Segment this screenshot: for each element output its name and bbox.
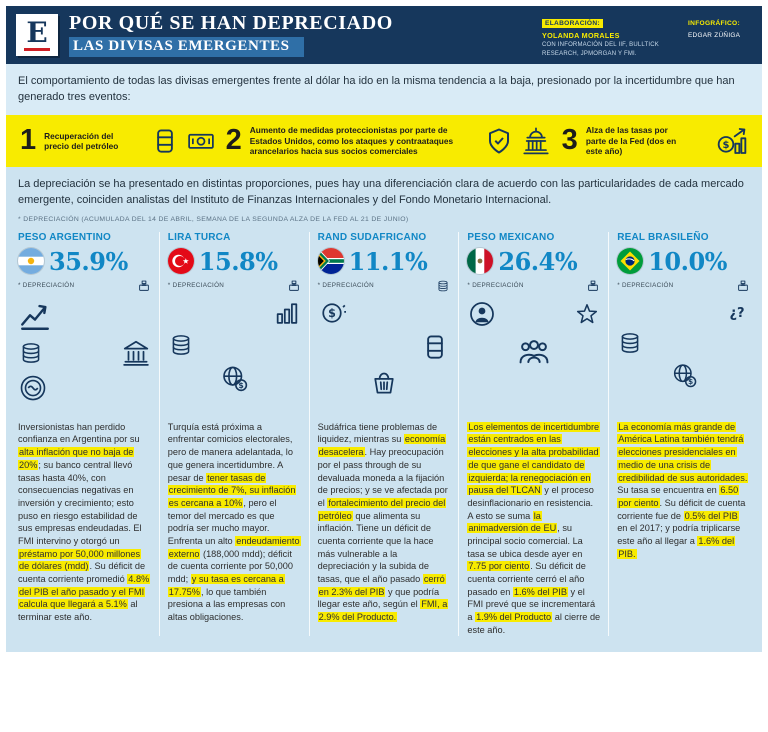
globe-dollar-icon [670, 361, 698, 389]
globe-dollar-icon [219, 363, 249, 393]
argentina-flag-icon [18, 248, 44, 275]
shield-icon [484, 126, 514, 156]
event-1: 1 Recuperación del precio del petróleo [20, 126, 216, 156]
ballot-box-icon [287, 279, 301, 293]
page-title: POR QUÉ SE HAN DEPRECIADO [69, 12, 393, 35]
coins-icon [18, 340, 44, 366]
events-band: 1 Recuperación del precio del petróleo 2… [6, 114, 762, 167]
depreciation-note: * DEPRECIACIÓN [617, 282, 674, 290]
logo-letter: E [24, 16, 50, 51]
person-globe-icon [467, 299, 497, 329]
credit-infografico: INFOGRÁFICO: EDGAR ZÚÑIGA [688, 12, 750, 39]
event-1-text: Recuperación del precio del petróleo [44, 130, 119, 151]
people-icon [517, 334, 551, 368]
money-bill-icon [186, 126, 216, 156]
currency-column-mexico: PESO MEXICANO 26.4% * DEPRECIACIÓN Los e… [458, 231, 608, 637]
title-band: LAS DIVISAS EMERGENTES [69, 37, 304, 57]
intro-paragraph: El comportamiento de todas las divisas e… [6, 64, 762, 115]
star-icon [574, 301, 600, 327]
infografico-label: INFOGRÁFICO: [688, 19, 740, 27]
icon-cluster [168, 299, 301, 415]
event-2-number: 2 [225, 124, 242, 157]
currency-name: PESO ARGENTINO [18, 231, 111, 243]
credits: ELABORACIÓN: YOLANDA MORALES CON INFORMA… [542, 12, 750, 58]
oil-barrel-icon [150, 126, 180, 156]
coin-chart-icon [716, 125, 748, 157]
currency-name: REAL BRASILEÑO [617, 231, 709, 243]
currency-column-sudafrica: RAND SUDAFRICANO 11.1% * DEPRECIACIÓN S [308, 231, 459, 637]
ballot-box-icon [137, 279, 151, 293]
footnote: * DEPRECIACIÓN (ACUMULADA DEL 14 DE ABRI… [18, 215, 409, 223]
elaboracion-info: CON INFORMACIÓN DEL IIF, BULLTICK RESEAR… [542, 41, 659, 57]
icon-cluster [467, 299, 600, 415]
mexico-flag-icon [467, 248, 494, 275]
elaboracion-label: ELABORACIÓN: [542, 18, 603, 28]
event-2: 2 Aumento de medidas proteccionistas por… [226, 125, 552, 157]
currency-name: RAND SUDAFRICANO [317, 231, 427, 243]
event-3-icons [716, 125, 748, 157]
imf-seal-icon [18, 373, 48, 403]
coins-icon [168, 332, 194, 358]
elaboracion-name: YOLANDA MORALES [542, 30, 620, 40]
main-content: El comportamiento de todas las divisas e… [6, 64, 762, 652]
event-3-number: 3 [561, 124, 578, 157]
page-subtitle: LAS DIVISAS EMERGENTES [73, 38, 290, 55]
currency-columns: PESO ARGENTINO 35.9% * DEPRECIACIÓN Inv [6, 230, 762, 653]
depreciation-note: * DEPRECIACIÓN [167, 282, 225, 290]
currency-column-argentina: PESO ARGENTINO 35.9% * DEPRECIACIÓN Inv [18, 232, 159, 637]
icon-cluster [18, 299, 151, 415]
currency-column-turquia: LIRA TURCA 15.8% * DEPRECIACIÓN Turquía [158, 231, 309, 637]
currency-column-brasil: REAL BRASILEÑO 10.0% * DEPRECIACIÓN La [608, 231, 750, 637]
coins-icon [617, 330, 643, 356]
event-2-icons [484, 125, 552, 157]
credit-elaboracion: ELABORACIÓN: YOLANDA MORALES CON INFORMA… [542, 12, 674, 58]
currency-body-text: Sudáfrica tiene problemas de liquidez, m… [317, 421, 449, 623]
currency-body-text: Inversionistas han perdido confianza en … [18, 421, 151, 623]
icon-cluster [318, 299, 451, 415]
currency-body-text: Turquía está próxima a enfrentar comicio… [167, 421, 301, 623]
bank-icon [121, 338, 151, 368]
depreciation-value: 15.8% [198, 246, 278, 276]
currency-name: LIRA TURCA [167, 231, 231, 243]
depreciation-note: * DEPRECIACIÓN [18, 282, 75, 290]
question-icon [724, 299, 750, 325]
currency-name: PESO MEXICANO [467, 231, 555, 243]
title-block: POR QUÉ SE HAN DEPRECIADO LAS DIVISAS EM… [69, 13, 393, 57]
depreciation-value: 11.1% [348, 246, 428, 276]
currency-body-text: La economía más grande de América Latina… [617, 421, 749, 559]
capitol-icon [520, 125, 552, 157]
depreciation-value: 26.4% [498, 246, 578, 276]
turkey-flag-icon [167, 248, 194, 275]
el-economista-logo: E [16, 14, 58, 56]
event-3-text: Alza de las tasas por parte de la Fed (d… [585, 125, 677, 157]
currency-body-text: Los elementos de incertidumbre están cen… [467, 421, 601, 635]
header: E POR QUÉ SE HAN DEPRECIADO LAS DIVISAS … [6, 6, 762, 64]
coin-dollar-icon [318, 299, 346, 327]
ballot-box-icon [586, 279, 600, 293]
icon-cluster [617, 299, 750, 415]
south-africa-flag-icon [317, 248, 344, 275]
brazil-flag-icon [617, 248, 644, 275]
event-2-text: Aumento de medidas proteccionistas por p… [249, 125, 454, 157]
infografico-name: EDGAR ZÚÑIGA [688, 31, 741, 39]
depreciation-value: 35.9% [49, 246, 128, 276]
line-chart-icon [18, 299, 52, 333]
event-1-number: 1 [20, 124, 37, 157]
depreciation-note: * DEPRECIACIÓN [317, 282, 374, 290]
ballot-box-icon [736, 279, 750, 293]
market-basket-icon [369, 367, 399, 397]
event-1-icons [150, 126, 216, 156]
infographic: E POR QUÉ SE HAN DEPRECIADO LAS DIVISAS … [6, 6, 762, 653]
bar-chart-icon [273, 299, 301, 327]
event-3: 3 Alza de las tasas por parte de la Fed … [562, 125, 748, 157]
depreciation-paragraph: La depreciación se ha presentado en dist… [18, 177, 744, 206]
depreciation-note: * DEPRECIACIÓN [467, 282, 524, 290]
coins-icon [436, 279, 450, 293]
depreciation-value: 10.0% [648, 246, 727, 276]
oil-barrel-icon [420, 332, 450, 362]
